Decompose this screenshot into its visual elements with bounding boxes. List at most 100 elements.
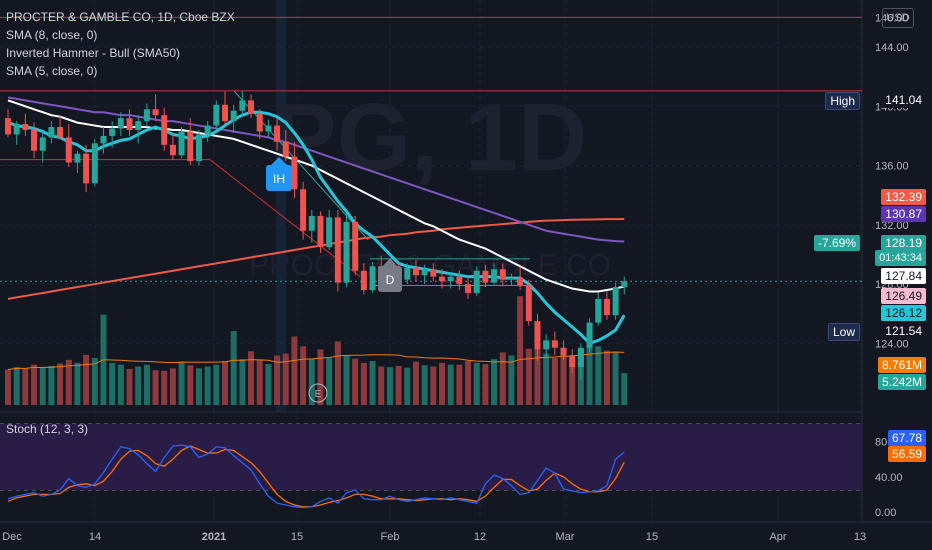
sma8-tag: 126.12 [881, 305, 926, 321]
volume-bar [169, 368, 176, 405]
candle-body [499, 269, 506, 280]
volume-bar [430, 366, 437, 405]
volume-bar [621, 372, 628, 405]
candle-body [412, 267, 419, 276]
volume-bar [421, 365, 428, 405]
candle-body [456, 276, 463, 285]
symbol-title[interactable]: PROCTER & GAMBLE CO, 1D, Cboe BZX [6, 10, 235, 24]
volume-bar [265, 364, 272, 405]
volume-bar [482, 364, 489, 405]
candle-body [274, 125, 281, 142]
sma200-tag: 132.39 [881, 189, 926, 205]
candle-body [135, 121, 142, 130]
volume-bar [5, 369, 11, 405]
stoch-band [0, 424, 862, 490]
candle-body [91, 143, 98, 184]
volume-bar [317, 349, 324, 405]
candle-body [508, 278, 515, 280]
candle-body [595, 298, 602, 323]
candle-body [213, 104, 220, 126]
candle-body [5, 118, 11, 135]
sma8-legend[interactable]: SMA (8, close, 0) [6, 28, 98, 42]
volume-bar [543, 353, 550, 405]
volume-bar [456, 364, 463, 405]
volume-bar [447, 364, 454, 405]
volume-bar [612, 351, 619, 405]
volume-bar [204, 366, 211, 405]
candle-body [517, 278, 524, 286]
earnings-label: E [315, 389, 322, 400]
candle-body [282, 141, 289, 157]
price-tick-label: 132.00 [875, 220, 909, 232]
volume-bar [603, 350, 610, 405]
volume-bar [239, 359, 246, 405]
candle-body [22, 124, 29, 130]
candle-body [13, 124, 20, 135]
volume-bar [412, 361, 419, 405]
last-price-tag: 128.19 [881, 235, 926, 251]
volume-bar [595, 346, 602, 405]
volume-bar [586, 346, 593, 405]
key-levels [0, 16, 862, 161]
volume-bar [57, 363, 64, 405]
volume-bar [439, 362, 445, 405]
volume-bar [360, 362, 367, 405]
volume-bar [48, 365, 55, 405]
time-axis[interactable]: Dec 14 2021 15 Feb 12 Mar 15 Apr 13 [0, 521, 932, 543]
candle-body [169, 144, 176, 156]
ih-marker[interactable]: IH [266, 157, 292, 191]
d-label: D [386, 273, 395, 287]
volume-bar [230, 331, 237, 405]
sma50-tag: 127.84 [881, 268, 926, 284]
sma100-tag: 130.87 [881, 206, 926, 222]
candle-body [612, 287, 619, 316]
stoch-lines [7, 444, 625, 509]
candle-body [447, 276, 454, 282]
price-tick-label: 146.00 [875, 12, 909, 24]
sma100-line [7, 96, 625, 243]
candle-body [534, 321, 541, 350]
volume-bar [300, 346, 307, 405]
candle-body [161, 115, 168, 145]
time-tick-label: Feb [381, 531, 400, 543]
candle-body [430, 269, 437, 277]
time-tick-label: 15 [291, 531, 303, 543]
candle-body [439, 276, 445, 282]
d-marker[interactable]: D [378, 258, 402, 292]
volume-bar [291, 336, 298, 405]
volume-bar [343, 355, 350, 405]
price-tick-label: 136.00 [875, 161, 909, 173]
stoch-tick-label: 0.00 [875, 507, 896, 519]
candle-body [109, 128, 116, 136]
candle-body [473, 270, 480, 293]
candle-body [621, 281, 628, 288]
pattern-legend[interactable]: Inverted Hammer - Bull (SMA50) [6, 46, 181, 60]
volume-bar [248, 351, 255, 405]
volume-bar [74, 362, 81, 405]
highlight-column [276, 0, 286, 412]
candle-body [57, 127, 64, 138]
sma5-legend[interactable]: SMA (5, close, 0) [6, 64, 98, 78]
stoch-d-tag: 56.59 [887, 446, 926, 462]
stoch-legend[interactable]: Stoch (12, 3, 3) [6, 422, 89, 436]
time-tick-label: Dec [2, 531, 22, 543]
price-candles[interactable] [5, 90, 628, 380]
volume-bar [517, 296, 524, 405]
candle-body [39, 137, 46, 151]
candle-body [577, 347, 584, 368]
time-tick-label: 12 [474, 531, 486, 543]
time-tick-label: 15 [646, 531, 658, 543]
volume-ma-line [7, 351, 625, 371]
volume-ma-tag: 8.761M [877, 357, 926, 373]
candle-body [465, 284, 472, 293]
candle-body [152, 109, 159, 116]
volume-bar [378, 366, 385, 405]
candle-body [317, 215, 324, 248]
volume-tag: 5.242M [877, 374, 926, 390]
stoch-k-line [7, 444, 625, 509]
change-tag: -7.69% [813, 235, 860, 251]
earnings-marker[interactable]: E [308, 383, 328, 403]
candle-body [83, 153, 90, 184]
currency-button[interactable]: USD [882, 8, 914, 28]
